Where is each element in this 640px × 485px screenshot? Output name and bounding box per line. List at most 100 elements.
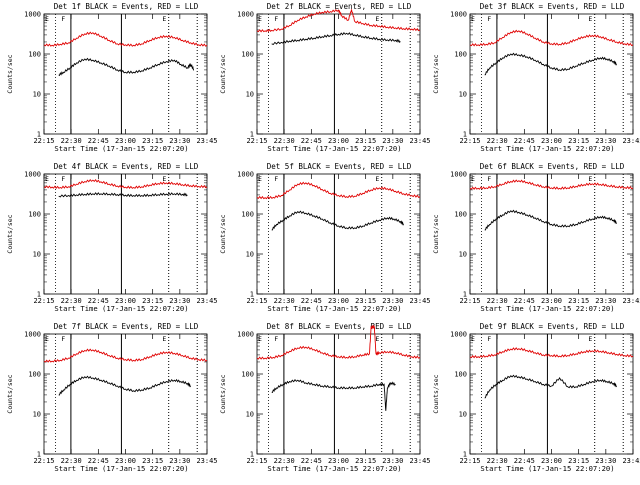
series-line-events <box>58 192 188 198</box>
x-tick-label: 23:45 <box>409 137 430 145</box>
series-line-lld <box>43 348 208 363</box>
series-line-events <box>271 378 396 411</box>
x-axis-label: Start Time (17-Jan-15 22:07:20) <box>54 464 188 473</box>
x-axis-label: Start Time (17-Jan-15 22:07:20) <box>54 144 188 153</box>
x-tick-label: 23:00 <box>115 297 136 305</box>
x-axis-label: Start Time (17-Jan-15 22:07:20) <box>480 304 614 313</box>
x-tick-label: 23:30 <box>382 137 403 145</box>
y-tick-label: 10 <box>246 91 254 99</box>
y-axis-label: Counts/sec <box>219 214 227 253</box>
series-line-events <box>58 57 194 77</box>
series-line-events <box>484 52 617 76</box>
series-line-events <box>271 210 404 231</box>
x-tick-label: 23:45 <box>409 297 430 305</box>
interval-marker-label: E <box>45 175 49 183</box>
plot-frame <box>43 173 208 295</box>
x-tick-label: 22:15 <box>459 457 480 465</box>
y-tick-label: 1 <box>463 451 467 459</box>
series-line-lld <box>43 31 208 47</box>
x-tick-label: 23:30 <box>382 457 403 465</box>
y-tick-label: 10 <box>246 411 254 419</box>
panel-det-9: Det 9f BLACK = Events, RED = LLD 1 10 100 10… <box>432 322 640 473</box>
x-tick-label: 22:15 <box>459 137 480 145</box>
interval-marker-label: F <box>487 15 491 23</box>
x-tick-label: 23:00 <box>328 297 349 305</box>
x-tick-label: 22:15 <box>246 297 267 305</box>
interval-marker-label: E <box>471 335 475 343</box>
x-tick-label: 23:30 <box>169 457 190 465</box>
x-tick-label: 22:30 <box>61 297 82 305</box>
series-line-lld <box>43 178 208 189</box>
x-tick-label: 22:30 <box>61 457 82 465</box>
plot-frame <box>43 13 208 135</box>
panel-title: Det 7f BLACK = Events, RED = LLD <box>54 322 199 331</box>
x-tick-label: 22:45 <box>514 297 535 305</box>
x-tick-label: 23:45 <box>622 297 640 305</box>
panel-det-4: Det 4f BLACK = Events, RED = LLD 1 10 100 10… <box>6 162 218 313</box>
x-tick-label: 23:00 <box>328 457 349 465</box>
y-tick-label: 1 <box>463 291 467 299</box>
interval-marker-label: E <box>471 15 475 23</box>
interval-marker-label: E <box>375 15 379 23</box>
plot-frame <box>256 333 421 455</box>
y-tick-label: 100 <box>241 371 254 379</box>
x-tick-label: 22:15 <box>33 137 54 145</box>
panel-det-6: Det 6f BLACK = Events, RED = LLD 1 10 100 10… <box>432 162 640 313</box>
panel-title: Det 2f BLACK = Events, RED = LLD <box>267 2 412 11</box>
panel-title: Det 9f BLACK = Events, RED = LLD <box>480 322 625 331</box>
interval-marker-label: F <box>487 175 491 183</box>
interval-marker-label: E <box>471 175 475 183</box>
panel-title: Det 4f BLACK = Events, RED = LLD <box>54 162 199 171</box>
interval-marker-label: E <box>588 15 592 23</box>
series-line-lld <box>469 179 634 190</box>
panel-det-1: Det 1f BLACK = Events, RED = LLD 1 10 100 10… <box>6 2 218 153</box>
panel-det-7: Det 7f BLACK = Events, RED = LLD 1 10 100 10… <box>6 322 218 473</box>
x-tick-label: 23:45 <box>196 137 217 145</box>
x-axis-label: Start Time (17-Jan-15 22:07:20) <box>267 144 401 153</box>
panel-title: Det 6f BLACK = Events, RED = LLD <box>480 162 625 171</box>
interval-marker-label: E <box>258 15 262 23</box>
x-tick-label: 23:45 <box>409 457 430 465</box>
x-tick-label: 22:30 <box>274 137 295 145</box>
interval-marker-label: F <box>61 15 65 23</box>
x-tick-label: 22:15 <box>33 457 54 465</box>
x-tick-label: 22:45 <box>88 137 109 145</box>
y-tick-label: 100 <box>241 211 254 219</box>
x-tick-label: 23:45 <box>196 297 217 305</box>
y-axis-label: Counts/sec <box>6 374 14 413</box>
x-tick-label: 23:15 <box>142 137 163 145</box>
y-tick-label: 1 <box>37 291 41 299</box>
x-tick-label: 22:45 <box>514 457 535 465</box>
panel-title: Det 5f BLACK = Events, RED = LLD <box>267 162 412 171</box>
y-tick-label: 100 <box>28 371 41 379</box>
x-tick-label: 23:30 <box>595 457 616 465</box>
x-tick-label: 23:15 <box>142 457 163 465</box>
y-tick-label: 100 <box>454 211 467 219</box>
y-tick-label: 10 <box>33 411 41 419</box>
interval-marker-label: E <box>45 15 49 23</box>
plot-frame <box>256 173 421 295</box>
plot-frame <box>43 333 208 455</box>
x-tick-label: 22:30 <box>61 137 82 145</box>
x-tick-label: 23:30 <box>169 297 190 305</box>
x-axis-label: Start Time (17-Jan-15 22:07:20) <box>480 144 614 153</box>
x-tick-label: 22:45 <box>301 457 322 465</box>
x-tick-label: 23:45 <box>196 457 217 465</box>
y-axis-label: Counts/sec <box>6 214 14 253</box>
y-tick-label: 100 <box>28 211 41 219</box>
y-tick-label: 10 <box>459 91 467 99</box>
plot-frame <box>469 173 634 295</box>
x-tick-label: 23:15 <box>355 137 376 145</box>
interval-marker-label: E <box>162 15 166 23</box>
x-axis-label: Start Time (17-Jan-15 22:07:20) <box>480 464 614 473</box>
panel-det-5: Det 5f BLACK = Events, RED = LLD 1 10 100 10… <box>219 162 431 313</box>
x-tick-label: 23:15 <box>355 297 376 305</box>
x-tick-label: 22:30 <box>487 457 508 465</box>
panel-title: Det 8f BLACK = Events, RED = LLD <box>267 322 412 331</box>
series-line-lld <box>469 347 634 359</box>
y-tick-label: 100 <box>454 51 467 59</box>
x-tick-label: 22:30 <box>487 137 508 145</box>
y-tick-label: 1000 <box>237 11 254 19</box>
y-tick-label: 10 <box>246 251 254 259</box>
